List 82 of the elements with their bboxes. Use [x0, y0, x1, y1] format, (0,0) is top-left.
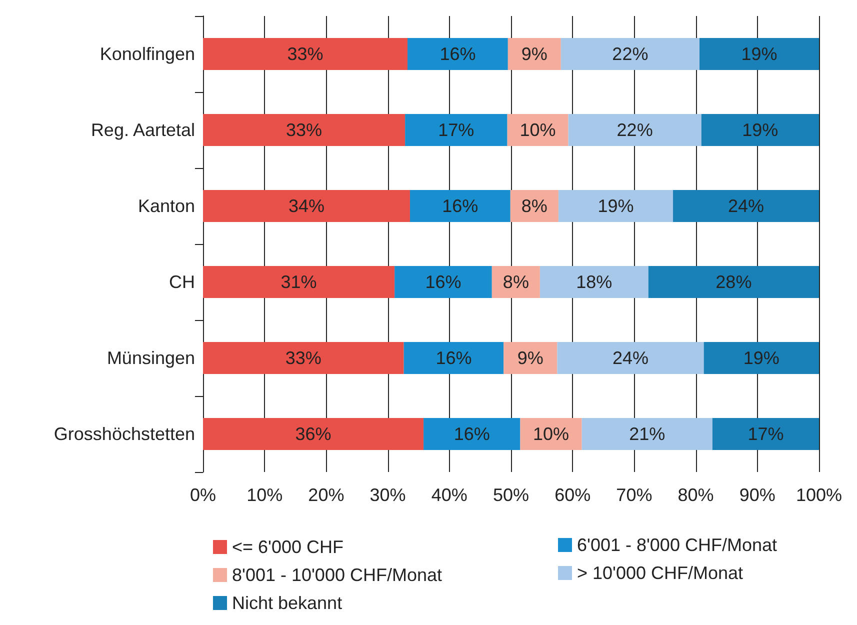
data-label: 34% — [288, 196, 325, 216]
bar — [508, 38, 561, 70]
bar — [540, 266, 648, 298]
data-label: 16% — [442, 196, 478, 216]
data-label: 33% — [285, 348, 322, 368]
data-label: 24% — [612, 348, 649, 368]
legend-label: 6'001 - 8'000 CHF/Monat — [577, 535, 777, 555]
bar — [507, 114, 568, 146]
legend-label: 8'001 - 10'000 CHF/Monat — [232, 565, 442, 585]
x-tick-label: 80% — [678, 485, 714, 505]
data-label: 16% — [440, 44, 476, 64]
data-label: 22% — [612, 44, 648, 64]
x-tick-label: 90% — [739, 485, 776, 505]
y-tick-label: Konolfingen — [100, 44, 195, 64]
data-label: 22% — [616, 120, 653, 140]
bar — [699, 38, 819, 70]
data-label: 24% — [728, 196, 764, 216]
bar — [203, 418, 424, 450]
x-tick-label: 10% — [246, 485, 283, 505]
y-tick-label: Reg. Aartetal — [90, 120, 195, 140]
data-label: 10% — [533, 424, 570, 444]
data-label: 19% — [741, 44, 778, 64]
x-tick-label: 100% — [796, 485, 842, 505]
bar — [648, 266, 819, 298]
bar — [712, 418, 819, 450]
bar — [704, 342, 819, 374]
data-label: 17% — [748, 424, 784, 444]
data-label: 9% — [517, 348, 544, 368]
bar — [673, 190, 819, 222]
bar — [203, 114, 406, 146]
bar — [558, 190, 674, 222]
bar — [203, 190, 410, 222]
data-label: 16% — [425, 272, 462, 292]
legend-label: > 10'000 CHF/Monat — [577, 563, 744, 583]
x-tick-label: 40% — [431, 485, 468, 505]
bar — [404, 342, 504, 374]
x-tick-label: 70% — [616, 485, 652, 505]
x-tick-label: 20% — [308, 485, 344, 505]
bar — [557, 342, 704, 374]
data-label: 17% — [438, 120, 474, 140]
bar — [568, 114, 702, 146]
bar — [424, 418, 520, 450]
y-tick-label: Münsingen — [106, 348, 195, 368]
bar — [203, 38, 408, 70]
bar — [203, 342, 404, 374]
data-label: 10% — [520, 120, 556, 140]
bar — [520, 418, 582, 450]
x-tick-label: 50% — [492, 485, 530, 505]
legend-label: <= 6'000 CHF — [232, 537, 344, 557]
bar — [405, 114, 508, 146]
y-tick-label: Kanton — [138, 196, 195, 216]
data-label: 21% — [629, 424, 666, 444]
bar — [394, 266, 492, 298]
data-label: 33% — [287, 44, 324, 64]
bar — [582, 418, 712, 450]
data-label: 36% — [295, 424, 332, 444]
legend-label: Nicht bekannt — [232, 593, 342, 613]
x-tick-label: 0% — [190, 485, 216, 505]
data-label: 28% — [716, 272, 752, 292]
bar — [560, 38, 700, 70]
bar — [408, 38, 508, 70]
bar — [701, 114, 819, 146]
data-label: 9% — [521, 44, 548, 64]
data-label: 19% — [743, 348, 780, 368]
bar — [410, 190, 510, 222]
data-label: 8% — [521, 196, 548, 216]
data-label: 18% — [576, 272, 612, 292]
data-label: 31% — [280, 272, 317, 292]
y-tick-label: CH — [169, 272, 195, 292]
bar — [492, 266, 540, 298]
data-label: 16% — [454, 424, 490, 444]
bar — [510, 190, 558, 222]
y-tick-label: Grosshöchstetten — [54, 424, 195, 444]
bar — [203, 266, 395, 298]
data-label: 8% — [502, 272, 529, 292]
x-tick-label: 60% — [554, 485, 591, 505]
data-label: 16% — [436, 348, 472, 368]
data-label: 19% — [598, 196, 634, 216]
data-label: 33% — [286, 120, 322, 140]
bar — [504, 342, 558, 374]
x-tick-label: 30% — [370, 485, 406, 505]
data-label: 19% — [742, 120, 778, 140]
